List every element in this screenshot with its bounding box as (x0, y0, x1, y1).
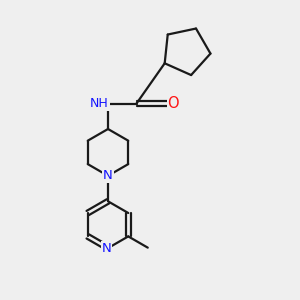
Text: O: O (168, 96, 179, 111)
Text: N: N (103, 169, 113, 182)
Text: N: N (102, 242, 111, 255)
Text: NH: NH (90, 97, 109, 110)
